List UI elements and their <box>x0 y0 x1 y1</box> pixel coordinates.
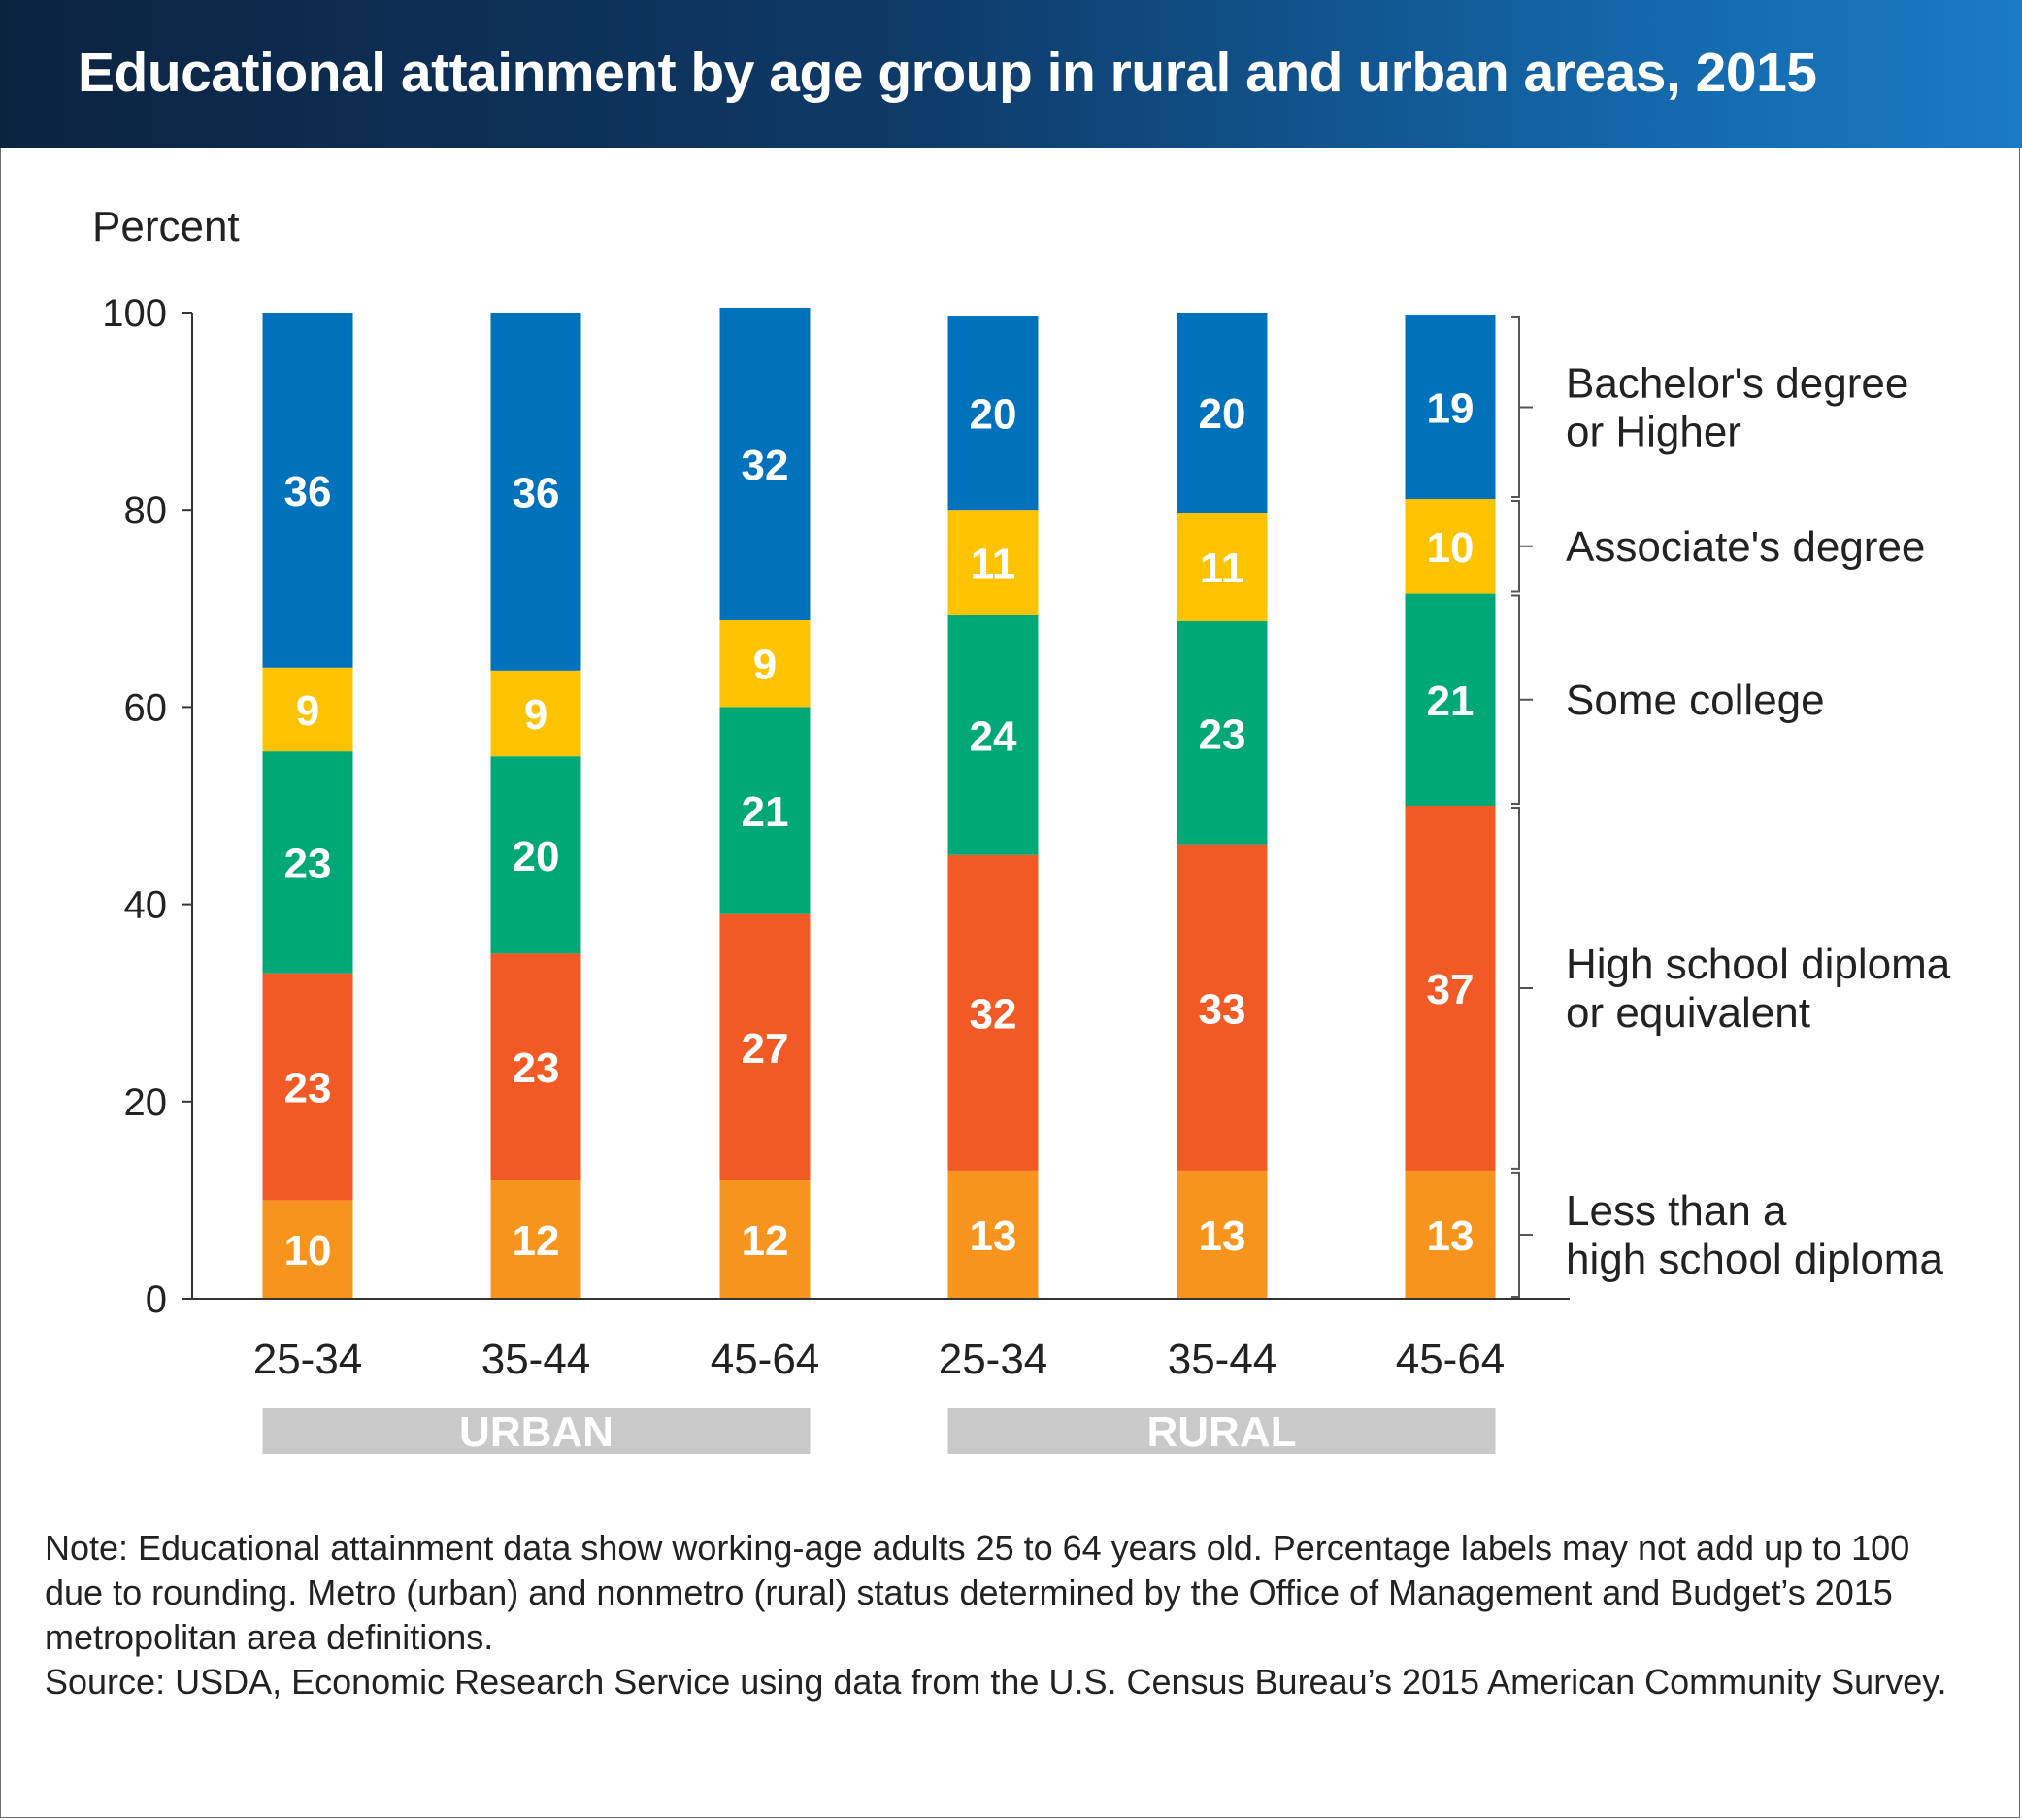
legend-label: Less than a <box>1566 1187 1787 1235</box>
bar-segment <box>1177 313 1268 513</box>
legend-bracket <box>1511 594 1533 805</box>
y-tick-label: 60 <box>124 686 168 729</box>
bar-value-label: 10 <box>1427 524 1475 572</box>
bar-segment <box>262 1200 353 1299</box>
bar-segment <box>490 313 581 671</box>
legend-label: Associate's degree <box>1566 523 1925 571</box>
bar-value-label: 36 <box>513 469 560 516</box>
bar-segment <box>1177 621 1268 845</box>
bar-value-label: 32 <box>970 990 1017 1038</box>
group-band <box>947 1408 1496 1454</box>
y-tick-label: 80 <box>124 489 168 532</box>
bar-segment <box>1177 1170 1268 1299</box>
bar-value-label: 33 <box>1199 985 1246 1033</box>
bar-value-label: 24 <box>970 712 1017 760</box>
legend-bracket <box>1511 316 1533 499</box>
legend-label: or equivalent <box>1566 989 1810 1037</box>
bar-value-label: 23 <box>284 1065 332 1112</box>
note-text: Note: Educational attainment data show w… <box>45 1528 1910 1657</box>
bar-value-label: 10 <box>284 1227 332 1274</box>
bar-segment <box>262 751 353 974</box>
legend-label: or Higher <box>1566 409 1741 456</box>
bar-segment <box>719 913 811 1181</box>
x-tick-label: 45-64 <box>711 1336 820 1383</box>
bar-value-label: 23 <box>1199 711 1246 758</box>
y-tick-label: 20 <box>124 1081 168 1124</box>
bar-segment <box>490 670 581 757</box>
bar-value-label: 20 <box>513 833 560 880</box>
bar-segment <box>719 1180 811 1299</box>
x-tick-label: 35-44 <box>481 1336 591 1383</box>
bar-segment <box>490 953 581 1181</box>
bar-segment <box>947 614 1039 855</box>
group-label: RURAL <box>1147 1408 1297 1456</box>
bar-value-label: 36 <box>284 468 332 515</box>
bar-segment <box>947 510 1039 615</box>
bar-segment <box>490 1180 581 1299</box>
bar-segment <box>262 973 353 1201</box>
bar-value-label: 21 <box>1427 678 1475 725</box>
bar-segment <box>1405 499 1496 594</box>
bar-value-label: 32 <box>742 442 789 489</box>
notes-block: Note: Educational attainment data show w… <box>45 1526 1976 1704</box>
bar-value-label: 37 <box>1427 966 1475 1013</box>
legend-bracket <box>1511 500 1533 593</box>
group-label: URBAN <box>459 1408 613 1456</box>
legend-label: High school diploma <box>1566 941 1951 988</box>
chart-title: Educational attainment by age group in r… <box>78 42 1817 104</box>
bar-segment <box>490 756 581 954</box>
y-tick-label: 40 <box>124 884 168 927</box>
legend-label: Some college <box>1566 677 1825 724</box>
bar-value-label: 13 <box>1199 1212 1246 1260</box>
bar-segment <box>719 619 811 708</box>
bar-value-label: 12 <box>742 1217 789 1265</box>
legend-label: high school diploma <box>1566 1236 1943 1283</box>
source-text: Source: USDA, Economic Research Service … <box>45 1662 1947 1702</box>
stacked-bar-chart: Percent 0 20 40 60 80 100 10 23 23 9 36 25-34 12 23 20 9… <box>92 203 1951 1456</box>
bar-segment <box>1177 513 1268 622</box>
bar-segment <box>262 313 353 668</box>
bar-value-label: 11 <box>1200 545 1245 592</box>
bar-value-label: 27 <box>742 1025 789 1073</box>
bar-segment <box>1405 1170 1496 1299</box>
bar-segment <box>1405 315 1496 500</box>
x-tick-label: 25-34 <box>939 1336 1048 1383</box>
bar-value-label: 9 <box>296 687 319 735</box>
legend-bracket <box>1511 807 1533 1170</box>
bar-value-label: 13 <box>970 1212 1017 1260</box>
bar-value-label: 23 <box>284 840 332 887</box>
legend-label: Bachelor's degree <box>1566 360 1908 408</box>
bar-value-label: 12 <box>513 1217 560 1265</box>
bar-segment <box>262 667 353 752</box>
bar-segment <box>719 307 811 620</box>
y-tick-label: 0 <box>146 1278 167 1321</box>
bar-value-label: 19 <box>1427 385 1475 433</box>
bar-value-label: 9 <box>524 691 547 739</box>
bar-value-label: 9 <box>753 642 777 689</box>
bar-value-label: 20 <box>970 391 1017 439</box>
group-band <box>262 1408 811 1454</box>
x-tick-label: 35-44 <box>1168 1336 1277 1383</box>
bar-value-label: 13 <box>1427 1212 1475 1260</box>
bar-segment <box>1177 844 1268 1171</box>
bar-value-label: 23 <box>513 1044 560 1092</box>
bar-segment <box>1405 806 1496 1171</box>
bar-segment <box>947 1170 1039 1299</box>
x-tick-label: 45-64 <box>1396 1336 1506 1383</box>
bar-value-label: 20 <box>1199 390 1246 438</box>
bar-segment <box>947 316 1039 511</box>
legend-bracket <box>1511 1171 1533 1298</box>
bar-value-label: 21 <box>742 788 789 836</box>
bar-segment <box>1405 593 1496 806</box>
bar-segment <box>719 707 811 914</box>
title-banner: Educational attainment by age group in r… <box>0 0 2022 148</box>
x-tick-label: 25-34 <box>253 1336 363 1383</box>
y-tick-label: 100 <box>102 292 167 335</box>
bar-value-label: 11 <box>971 541 1016 588</box>
y-axis-label: Percent <box>92 203 240 250</box>
bar-segment <box>947 854 1039 1171</box>
